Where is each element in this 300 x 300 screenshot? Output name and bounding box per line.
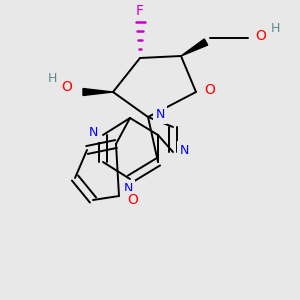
Text: O: O [255, 29, 266, 43]
Text: H: H [271, 22, 281, 34]
Polygon shape [83, 88, 113, 95]
Text: O: O [61, 80, 72, 94]
Text: N: N [123, 182, 133, 196]
Text: H: H [47, 71, 57, 85]
Text: O: O [205, 83, 215, 97]
Text: N: N [88, 127, 98, 140]
Text: O: O [128, 193, 138, 207]
Polygon shape [181, 39, 208, 56]
Text: F: F [136, 4, 144, 18]
Text: N: N [179, 143, 189, 157]
Text: N: N [155, 109, 165, 122]
